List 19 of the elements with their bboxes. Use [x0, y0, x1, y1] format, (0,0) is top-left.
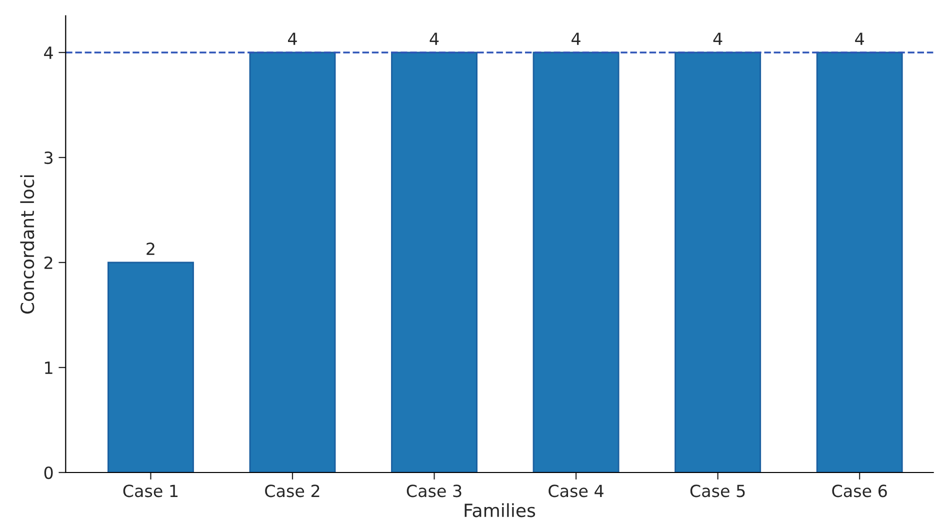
- x-axis-title: Families: [464, 503, 536, 518]
- y-tick-label: 4: [44, 46, 53, 59]
- y-tick-label: 0: [44, 466, 53, 480]
- y-tick-label: 2: [44, 256, 52, 269]
- data-label: 4: [855, 32, 864, 45]
- x-tick-label: Case 5: [690, 484, 745, 498]
- data-label: 4: [713, 32, 722, 45]
- x-tick-label: Case 3: [406, 484, 462, 498]
- y-tick-label: 1: [45, 362, 52, 374]
- data-label: 4: [288, 32, 297, 45]
- x-tick-label: Case 1: [123, 484, 178, 498]
- y-axis-title: Concordant loci: [20, 175, 34, 314]
- data-label: 4: [430, 32, 439, 45]
- data-label: 4: [572, 32, 580, 45]
- x-tick-label: Case 6: [832, 484, 887, 498]
- data-label: 2: [146, 242, 154, 255]
- x-tick-label: Case 2: [265, 484, 320, 498]
- x-tick-label: Case 4: [548, 484, 604, 498]
- y-tick-label: 3: [44, 151, 53, 164]
